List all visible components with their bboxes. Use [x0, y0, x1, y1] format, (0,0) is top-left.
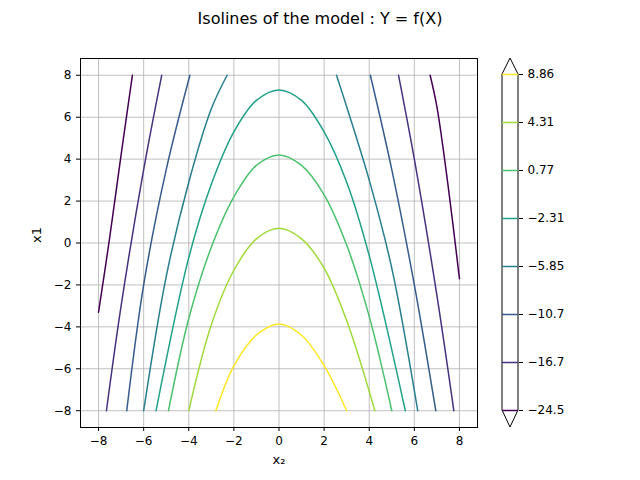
svg-text:8.86: 8.86	[528, 67, 555, 81]
html-text:Isolines of the model : Y = f(: Isolines of the model : Y = f(X)	[197, 9, 443, 28]
svg-text:2: 2	[320, 434, 328, 448]
svg-text:−24.5: −24.5	[528, 403, 565, 417]
svg-text:−8: −8	[90, 434, 108, 448]
svg-text:−2: −2	[225, 434, 243, 448]
svg-text:4.31: 4.31	[528, 115, 555, 129]
svg-text:0.77: 0.77	[528, 163, 555, 177]
svg-text:−4: −4	[180, 434, 198, 448]
svg-text:0: 0	[64, 236, 72, 250]
svg-text:x₂: x₂	[273, 452, 286, 467]
svg-text:0: 0	[275, 434, 283, 448]
svg-text:−16.7: −16.7	[528, 355, 565, 369]
svg-text:−6: −6	[135, 434, 153, 448]
svg-text:−2: −2	[54, 278, 72, 292]
svg-text:6: 6	[411, 434, 419, 448]
svg-text:x1: x1	[29, 227, 44, 243]
svg-text:−4: −4	[54, 320, 72, 334]
svg-text:−5.85: −5.85	[528, 259, 565, 273]
svg-text:−10.7: −10.7	[528, 307, 565, 321]
svg-text:4: 4	[365, 434, 373, 448]
svg-text:2: 2	[64, 194, 72, 208]
svg-text:−8: −8	[54, 404, 72, 418]
svg-text:8: 8	[456, 434, 464, 448]
svg-text:8: 8	[64, 68, 72, 82]
svg-text:−2.31: −2.31	[528, 211, 565, 225]
svg-text:6: 6	[64, 110, 72, 124]
svg-text:−6: −6	[54, 362, 72, 376]
svg-text:4: 4	[64, 152, 72, 166]
